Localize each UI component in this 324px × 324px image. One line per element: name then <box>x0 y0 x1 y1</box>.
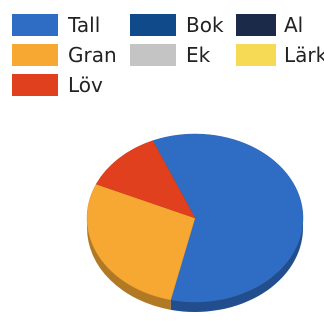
legend-label-lov: Löv <box>68 73 103 97</box>
legend-swatch-al <box>236 14 276 36</box>
legend-label-lark: Lärk <box>284 43 324 67</box>
legend-item-tall: Tall <box>12 14 100 36</box>
pie-slice-tall <box>152 133 304 303</box>
legend-label-gran: Gran <box>68 43 117 67</box>
chart-legend: Tall Bok Al Gran Ek Lärk Löv <box>0 0 324 110</box>
legend-swatch-bok <box>130 14 176 36</box>
legend-swatch-lark <box>236 44 276 66</box>
legend-item-bok: Bok <box>130 14 224 36</box>
legend-swatch-lov <box>12 74 58 96</box>
pie-side-gran <box>87 218 171 310</box>
legend-item-gran: Gran <box>12 44 117 66</box>
legend-label-al: Al <box>284 13 304 37</box>
legend-item-al: Al <box>236 14 303 36</box>
pie-slice-löv <box>95 140 196 219</box>
legend-label-tall: Tall <box>68 13 101 37</box>
legend-label-bok: Bok <box>186 13 224 37</box>
legend-item-ek: Ek <box>130 44 210 66</box>
legend-swatch-ek <box>130 44 176 66</box>
legend-swatch-gran <box>12 44 58 66</box>
legend-label-ek: Ek <box>186 43 211 67</box>
pie-side-tall <box>170 218 303 312</box>
legend-swatch-tall <box>12 14 58 36</box>
legend-item-lov: Löv <box>12 74 103 96</box>
pie-slice-gran <box>86 183 196 301</box>
legend-item-lark: Lärk <box>236 44 324 66</box>
